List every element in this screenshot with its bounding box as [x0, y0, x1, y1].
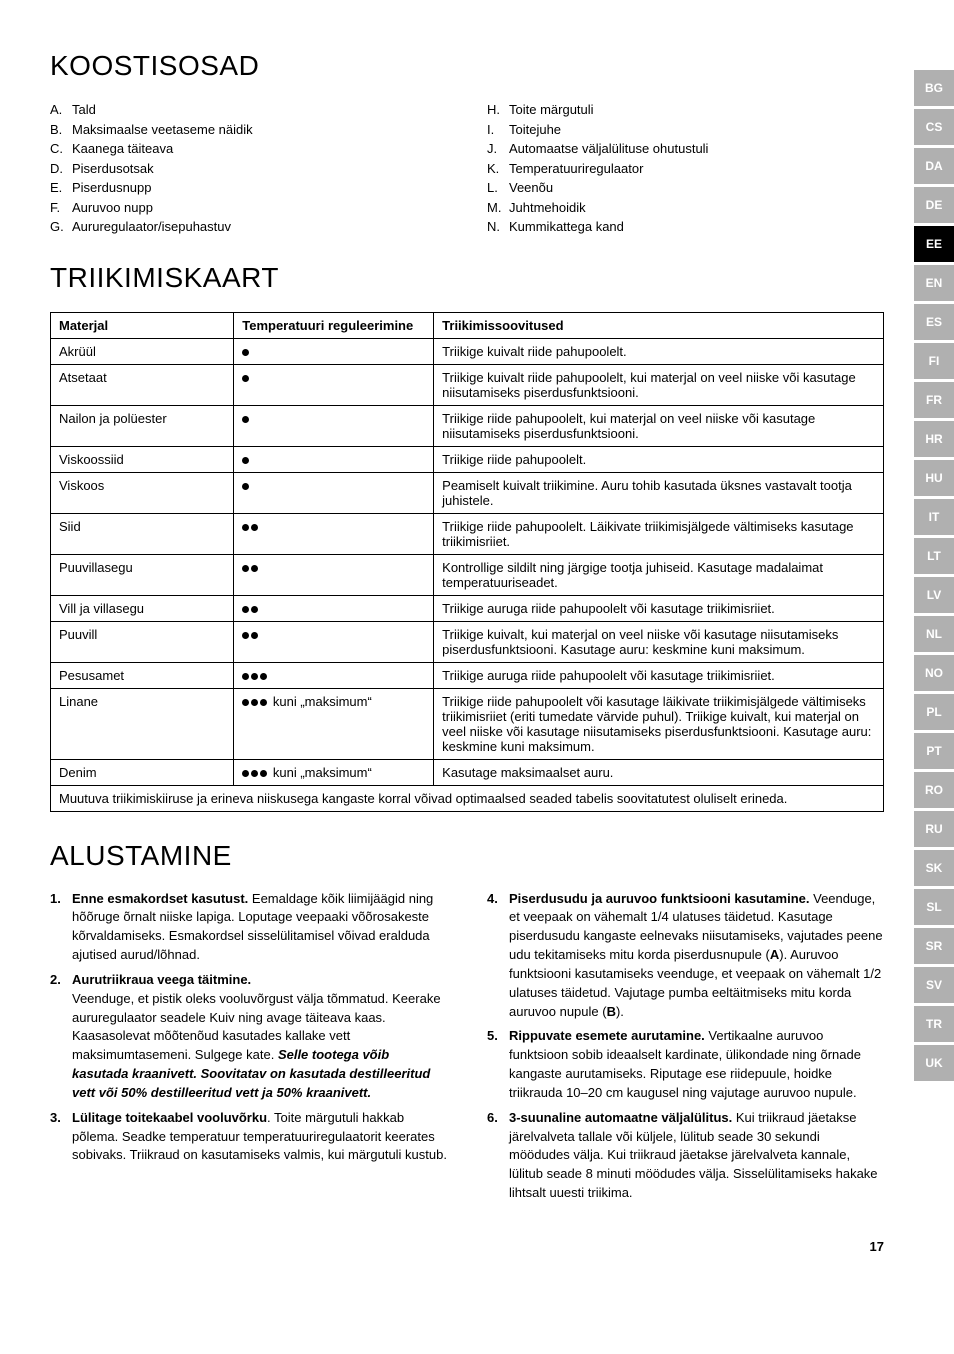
list-item: 1.Enne esmakordset kasutust. Eemaldage k… [50, 890, 447, 965]
list-item: F.Auruvoo nupp [50, 198, 447, 218]
list-item: 6.3-suunaline automaatne väljalülitus. K… [487, 1109, 884, 1203]
list-item: H.Toite märgutuli [487, 100, 884, 120]
table-row: PesusametTriikige auruga riide pahupoole… [51, 662, 884, 688]
list-item: I.Toitejuhe [487, 120, 884, 140]
table-row: ViskoossiidTriikige riide pahupoolelt. [51, 446, 884, 472]
table-row: PuuvillaseguKontrollige sildilt ning jär… [51, 554, 884, 595]
list-item: D.Piserdusotsak [50, 159, 447, 179]
list-item: K.Temperatuuriregulaator [487, 159, 884, 179]
table-row: SiidTriikige riide pahupoolelt. Läikivat… [51, 513, 884, 554]
section-title-start: ALUSTAMINE [50, 840, 884, 872]
list-item: L.Veenõu [487, 178, 884, 198]
list-item: 5.Rippuvate esemete aurutamine. Vertikaa… [487, 1027, 884, 1102]
table-row: ViskoosPeamiselt kuivalt triikimine. Aur… [51, 472, 884, 513]
table-row: Linane kuni „maksimum“Triikige riide pah… [51, 688, 884, 759]
components-list: A.TaldB.Maksimaalse veetaseme näidikC.Ka… [50, 100, 884, 237]
table-row: Vill ja villaseguTriikige auruga riide p… [51, 595, 884, 621]
ironing-chart-table: Materjal Temperatuuri reguleerimine Trii… [50, 312, 884, 812]
list-item: G.Aururegulaator/isepuhastuv [50, 217, 447, 237]
table-header: Temperatuuri reguleerimine [234, 312, 434, 338]
table-row: Nailon ja polüesterTriikige riide pahupo… [51, 405, 884, 446]
table-row: AkrüülTriikige kuivalt riide pahupoolelt… [51, 338, 884, 364]
table-header: Triikimissoovitused [434, 312, 884, 338]
list-item: E.Piserdusnupp [50, 178, 447, 198]
list-item: 4.Piserdusudu ja auruvoo funktsiooni kas… [487, 890, 884, 1022]
section-title-ironchart: TRIIKIMISKAART [50, 262, 884, 294]
list-item: C.Kaanega täiteava [50, 139, 447, 159]
getting-started: 1.Enne esmakordset kasutust. Eemaldage k… [50, 890, 884, 1210]
section-title-components: KOOSTISOSAD [50, 50, 884, 82]
table-row: PuuvillTriikige kuivalt, kui materjal on… [51, 621, 884, 662]
list-item: 3.Lülitage toitekaabel vooluvõrku. Toite… [50, 1109, 447, 1166]
list-item: 2.Aurutriikraua veega täitmine.Veenduge,… [50, 971, 447, 1103]
table-row: AtsetaatTriikige kuivalt riide pahupoole… [51, 364, 884, 405]
table-footnote: Muutuva triikimiskiiruse ja erineva niis… [51, 785, 884, 811]
table-row: Denim kuni „maksimum“Kasutage maksimaals… [51, 759, 884, 785]
list-item: M.Juhtmehoidik [487, 198, 884, 218]
list-item: B.Maksimaalse veetaseme näidik [50, 120, 447, 140]
list-item: A.Tald [50, 100, 447, 120]
list-item: N.Kummikattega kand [487, 217, 884, 237]
table-header: Materjal [51, 312, 234, 338]
list-item: J.Automaatse väljalülituse ohutustuli [487, 139, 884, 159]
page-number: 17 [870, 1239, 884, 1254]
